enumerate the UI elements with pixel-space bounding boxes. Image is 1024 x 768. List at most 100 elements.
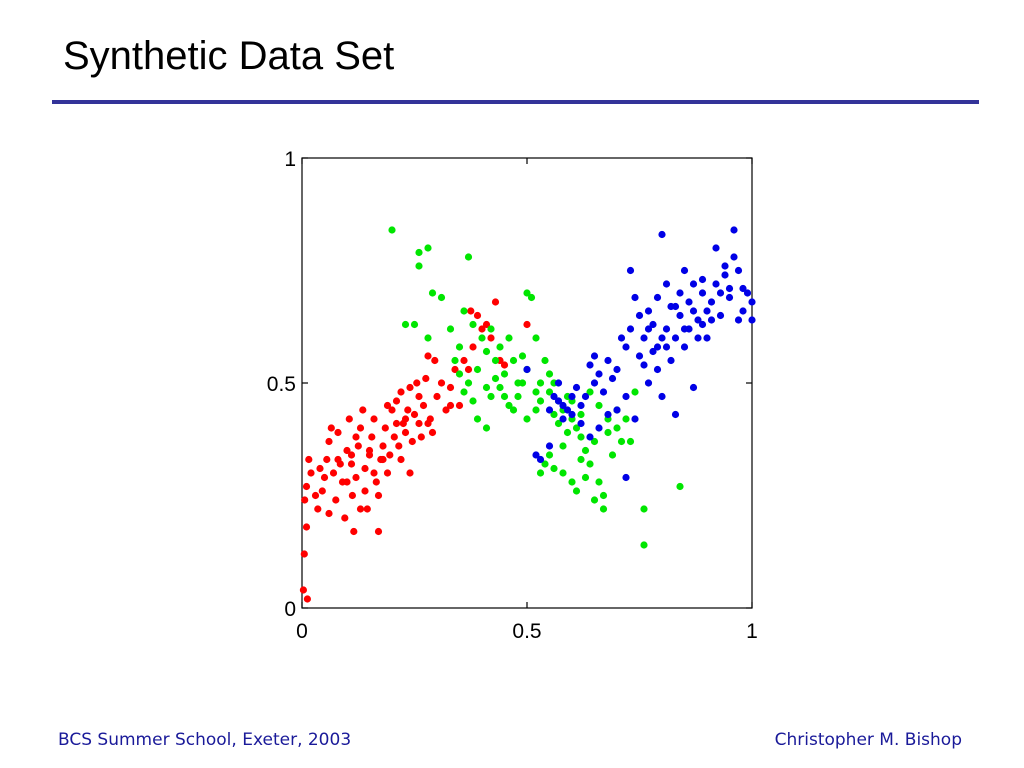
data-point xyxy=(563,406,572,414)
data-point xyxy=(327,424,335,432)
data-point xyxy=(689,307,698,315)
data-point xyxy=(379,455,387,464)
data-point xyxy=(451,356,459,365)
footer-right-text: Christopher M. Bishop xyxy=(774,730,962,750)
data-point xyxy=(482,383,491,392)
data-point xyxy=(613,406,621,414)
data-point xyxy=(550,392,558,401)
data-point xyxy=(536,455,545,464)
data-point xyxy=(404,406,412,414)
data-point xyxy=(363,505,371,513)
data-point xyxy=(559,415,567,423)
data-point xyxy=(323,455,331,464)
data-point xyxy=(671,410,680,419)
data-point xyxy=(698,275,707,284)
data-point xyxy=(707,298,716,306)
data-point xyxy=(608,451,617,459)
data-point xyxy=(460,307,468,315)
data-point xyxy=(482,320,491,329)
plot-area-frame xyxy=(301,157,753,609)
data-point xyxy=(550,410,558,419)
data-point xyxy=(716,311,725,320)
data-point xyxy=(500,361,509,369)
data-point xyxy=(545,451,554,459)
data-point xyxy=(329,469,338,477)
data-point xyxy=(424,334,432,342)
data-point xyxy=(345,415,353,423)
data-point xyxy=(595,424,603,432)
data-point xyxy=(442,406,450,414)
data-point xyxy=(527,293,536,302)
data-point xyxy=(590,352,599,360)
y-tick-label: 0 xyxy=(284,598,296,621)
data-point xyxy=(455,343,464,351)
data-point xyxy=(478,325,486,333)
data-point xyxy=(347,451,356,459)
data-point xyxy=(311,491,320,500)
data-point xyxy=(568,478,576,486)
data-point xyxy=(743,289,752,297)
data-point xyxy=(703,334,711,342)
data-point xyxy=(532,406,540,414)
data-point xyxy=(469,320,477,329)
data-point xyxy=(604,410,612,419)
data-point xyxy=(559,469,567,477)
data-point xyxy=(415,419,423,428)
data-point xyxy=(523,320,531,329)
data-point xyxy=(658,392,666,401)
data-point xyxy=(379,442,387,450)
data-point xyxy=(640,541,648,549)
data-point xyxy=(473,415,482,423)
y-tick-label: 1 xyxy=(284,148,296,171)
data-point xyxy=(383,469,392,477)
data-point xyxy=(563,428,572,437)
data-point xyxy=(577,433,585,441)
series-0 xyxy=(299,298,531,603)
data-point xyxy=(599,388,608,396)
data-point xyxy=(437,293,446,302)
data-point xyxy=(419,401,428,410)
data-point xyxy=(716,289,725,297)
data-point xyxy=(568,392,576,401)
title-rule xyxy=(52,100,979,104)
data-point xyxy=(653,365,662,374)
data-point xyxy=(613,365,621,374)
data-point xyxy=(372,478,380,486)
data-point xyxy=(316,464,324,473)
data-point xyxy=(554,379,563,387)
data-point xyxy=(640,505,648,513)
data-point xyxy=(667,356,675,365)
data-point xyxy=(590,496,599,504)
data-point xyxy=(325,509,333,518)
data-point xyxy=(541,460,549,468)
data-point xyxy=(712,244,720,252)
data-point xyxy=(350,527,358,536)
slide-title: Synthetic Data Set xyxy=(63,34,395,78)
data-point xyxy=(698,289,707,297)
data-point xyxy=(712,280,720,288)
data-point xyxy=(383,401,392,410)
data-point xyxy=(662,343,671,351)
data-point xyxy=(680,266,689,275)
data-point xyxy=(680,343,689,351)
data-point xyxy=(586,388,594,396)
footer-left-text: BCS Summer School, Exeter, 2003 xyxy=(58,730,352,750)
data-point xyxy=(469,397,477,405)
data-point xyxy=(617,437,626,446)
data-point xyxy=(509,356,518,365)
data-point xyxy=(676,311,684,320)
data-point xyxy=(577,410,585,419)
data-point xyxy=(644,325,653,333)
data-point xyxy=(640,334,648,342)
data-point xyxy=(381,424,389,432)
data-point xyxy=(734,266,743,275)
data-point xyxy=(662,280,671,288)
data-point xyxy=(572,383,581,392)
data-point xyxy=(300,550,308,558)
data-point xyxy=(305,455,313,464)
data-point xyxy=(703,307,711,315)
data-point xyxy=(496,343,504,351)
data-point xyxy=(734,316,743,324)
data-point xyxy=(352,473,360,482)
data-point xyxy=(467,307,475,315)
